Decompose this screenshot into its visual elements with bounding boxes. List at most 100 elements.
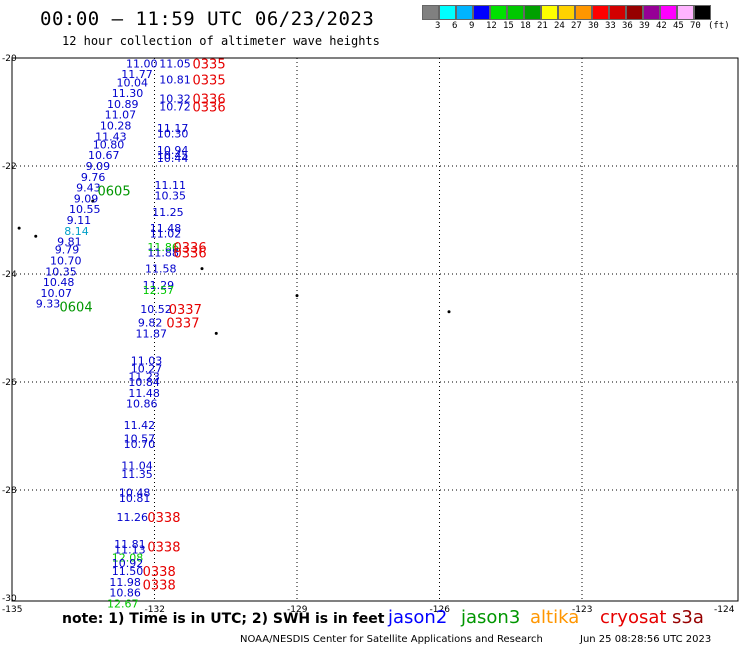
wave-height-label: 9.79 <box>55 244 80 257</box>
legend-swatch <box>524 5 541 20</box>
wave-height-label: 9.82 <box>138 317 163 330</box>
wave-height-label: 11.30 <box>112 87 144 100</box>
lat-tick-label: -26 <box>2 378 17 388</box>
time-label: 0336 <box>193 101 226 116</box>
legend-tick: 45 <box>673 21 684 31</box>
wave-height-label: 11.88 <box>147 246 179 259</box>
legend-swatch <box>626 5 643 20</box>
footer-note: note: 1) Time is in UTC; 2) SWH is in fe… <box>62 611 385 627</box>
wave-height-label: 10.28 <box>100 120 132 133</box>
lon-tick-label: -124 <box>714 605 735 615</box>
legend-tick: 27 <box>571 21 582 31</box>
island-marker <box>91 199 95 203</box>
legend-tick: 36 <box>622 21 633 31</box>
satellite-jason3: jason3 <box>461 607 521 628</box>
legend-tick: 6 <box>452 21 458 31</box>
wave-height-label: 10.89 <box>107 98 139 111</box>
wave-height-label: 11.29 <box>143 279 175 292</box>
time-label: 0336 <box>193 93 226 108</box>
legend-swatch <box>643 5 660 20</box>
legend-swatch <box>660 5 677 20</box>
wave-height-label: 10.07 <box>41 287 73 300</box>
legend-swatch <box>490 5 507 20</box>
wave-height-label: 9.76 <box>81 171 106 184</box>
wave-height-label: 11.98 <box>109 576 141 589</box>
wave-height-label: 11.48 <box>128 387 160 400</box>
legend-swatch <box>694 5 711 20</box>
footer-credit: NOAA/NESDIS Center for Satellite Applica… <box>240 634 543 645</box>
wave-height-label: 10.48 <box>119 487 151 500</box>
wave-height-label: 10.80 <box>93 138 125 151</box>
legend-tick: 18 <box>520 21 531 31</box>
legend-tick: 33 <box>605 21 616 31</box>
wave-height-label: 9.11 <box>67 214 92 227</box>
legend-swatch <box>439 5 456 20</box>
wave-height-label: 11.86 <box>147 241 179 254</box>
time-label: 0336 <box>174 241 207 256</box>
time-label: 0338 <box>147 511 180 526</box>
lat-tick-label: -22 <box>2 162 17 172</box>
satellite-cryosat: cryosat <box>600 607 667 628</box>
legend-swatch <box>575 5 592 20</box>
wave-height-label: 10.84 <box>128 376 160 389</box>
legend-swatch <box>422 5 439 20</box>
legend-tick: 39 <box>639 21 650 31</box>
legend-ticks: (ft) 3 6 9 12 15 18 21 24 27 30 33 36 39 42 45 70 <box>422 20 740 34</box>
wave-height-label: 12.08 <box>112 552 144 565</box>
satellite-s3a: s3a <box>672 607 704 628</box>
wave-height-label: 9.33 <box>36 298 61 311</box>
legend-tick: 42 <box>656 21 667 31</box>
wave-height-label: 11.05 <box>159 57 191 70</box>
color-legend: (ft) 3 6 9 12 15 18 21 24 27 30 33 36 39 42 45 70 <box>422 5 740 34</box>
wave-height-label: 10.81 <box>159 74 191 87</box>
lat-tick-label: -20 <box>2 54 17 64</box>
wave-height-label: 11.23 <box>128 371 160 384</box>
legend-tick: 30 <box>588 21 599 31</box>
lon-tick-label: -129 <box>287 605 308 615</box>
wave-height-label: 10.92 <box>112 557 144 570</box>
legend-swatch <box>677 5 694 20</box>
wave-height-label: 11.77 <box>121 68 153 81</box>
wave-height-label: 11.48 <box>150 222 182 235</box>
legend-tick: 24 <box>554 21 565 31</box>
wave-height-label: 9.81 <box>57 236 82 249</box>
wave-height-label: 12.67 <box>107 597 139 610</box>
wave-height-label: 10.67 <box>88 149 120 162</box>
time-label: 0338 <box>147 541 180 556</box>
footer-timestamp: Jun 25 08:28:56 UTC 2023 <box>580 634 712 645</box>
time-label: 0337 <box>169 303 202 318</box>
wave-height-label: 12.57 <box>143 284 175 297</box>
lat-tick-label: -30 <box>2 594 17 604</box>
wave-height-label: 10.72 <box>159 101 191 114</box>
wave-height-label: 11.04 <box>121 460 153 473</box>
wave-height-label: 10.27 <box>131 363 163 376</box>
legend-swatch <box>592 5 609 20</box>
wave-height-label: 10.70 <box>124 438 156 451</box>
island-marker <box>200 267 204 271</box>
wave-height-label: 10.04 <box>117 76 149 89</box>
wave-height-label: 10.45 <box>157 149 189 162</box>
time-label: 0337 <box>166 317 199 332</box>
wave-height-label: 11.81 <box>114 538 146 551</box>
legend-tick: 21 <box>537 21 548 31</box>
wave-height-label: 11.35 <box>121 468 153 481</box>
legend-swatch <box>507 5 524 20</box>
legend-tick: 70 <box>690 21 701 31</box>
island-marker <box>447 310 451 314</box>
wave-height-label: 10.55 <box>69 203 101 216</box>
wave-height-label: 11.07 <box>105 109 137 122</box>
wave-height-label: 11.03 <box>131 354 163 367</box>
wave-height-label: 11.43 <box>95 130 127 143</box>
time-label: 0335 <box>193 74 226 89</box>
wave-height-label: 11.11 <box>155 179 187 192</box>
lon-tick-label: -126 <box>430 605 451 615</box>
wave-height-label: 9.09 <box>86 160 111 173</box>
time-label: 0335 <box>193 57 226 72</box>
wave-height-label: 11.58 <box>145 263 177 276</box>
wave-height-label: 10.30 <box>157 128 189 141</box>
legend-tick: 3 <box>435 21 441 31</box>
lon-tick-label: -123 <box>572 605 592 615</box>
wave-height-label: 10.70 <box>50 255 82 268</box>
legend-tick: 12 <box>486 21 497 31</box>
